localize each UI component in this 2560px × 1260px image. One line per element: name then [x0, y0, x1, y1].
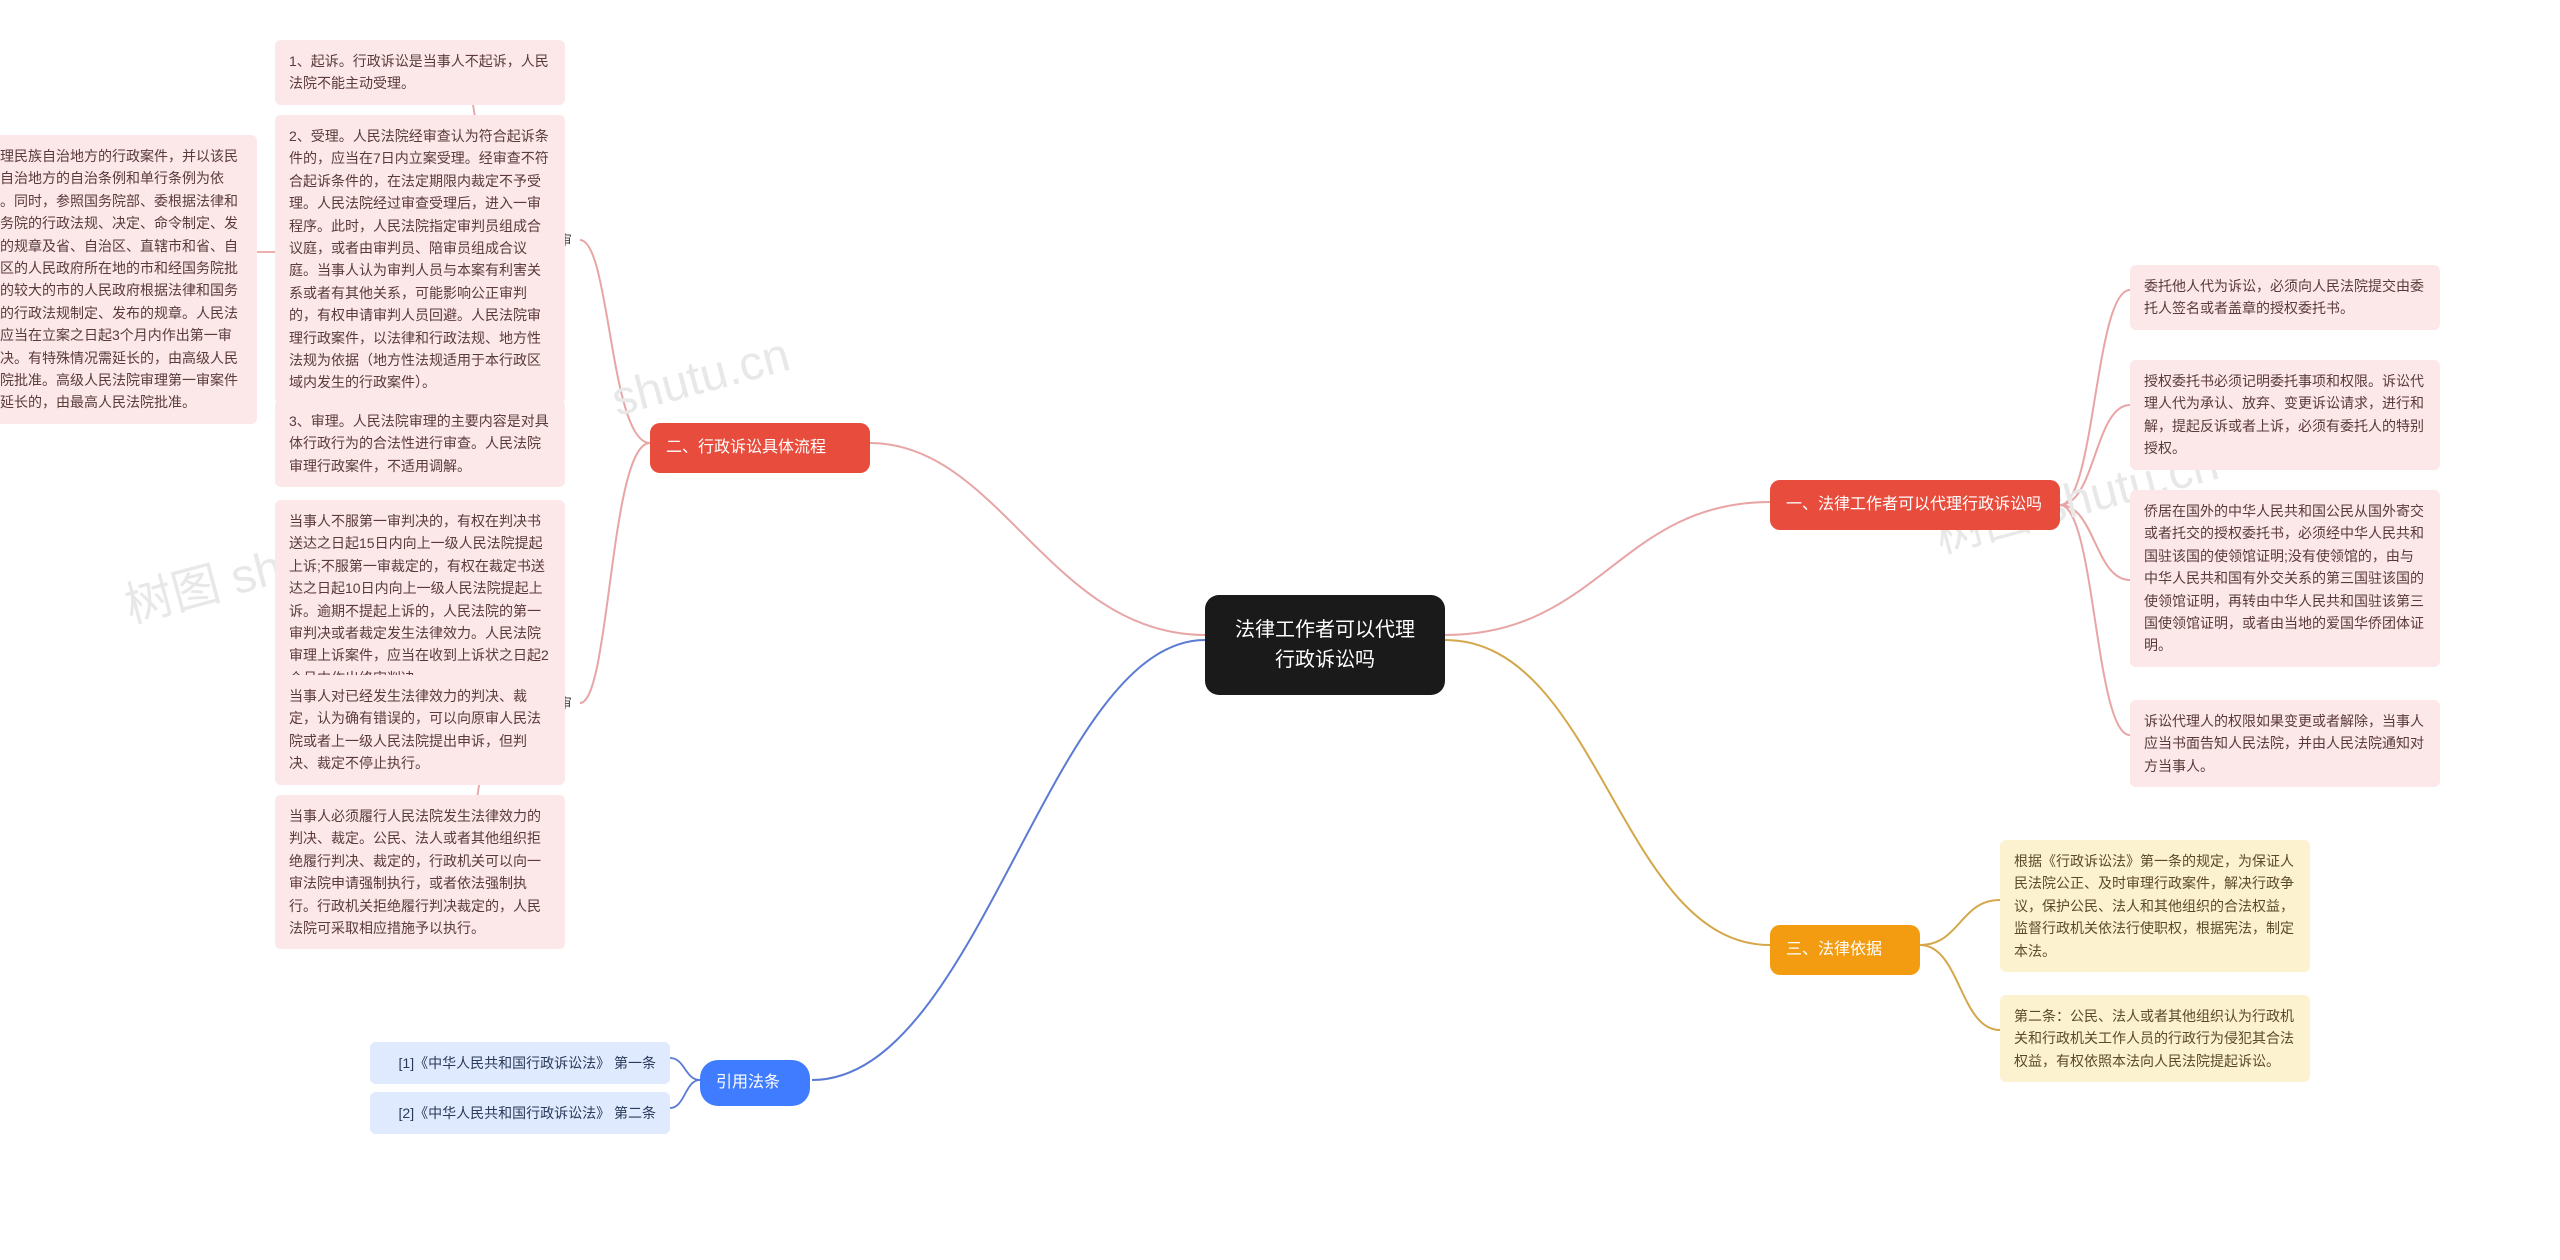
leaf-node: 当事人不服第一审判决的，有权在判决书送达之日起15日内向上一级人民法院提起上诉;… — [275, 500, 565, 699]
leaf-node: 当事人对已经发生法律效力的判决、裁定，认为确有错误的，可以向原审人民法院或者上一… — [275, 675, 565, 785]
branch-one[interactable]: 一、法律工作者可以代理行政诉讼吗 — [1770, 480, 2060, 530]
leaf-node: 当事人必须履行人民法院发生法律效力的判决、裁定。公民、法人或者其他组织拒绝履行判… — [275, 795, 565, 949]
leaf-node: [1]《中华人民共和国行政诉讼法》 第一条 — [370, 1042, 670, 1084]
side-note: 审理民族自治地方的行政案件，并以该民族自治地方的自治条例和单行条例为依据。同时，… — [0, 135, 257, 424]
leaf-node: 3、审理。人民法院审理的主要内容是对具体行政行为的合法性进行审查。人民法院审理行… — [275, 400, 565, 487]
root-node[interactable]: 法律工作者可以代理行政诉讼吗 — [1205, 595, 1445, 695]
leaf-node: 诉讼代理人的权限如果变更或者解除，当事人应当书面告知人民法院，并由人民法院通知对… — [2130, 700, 2440, 787]
branch-three[interactable]: 三、法律依据 — [1770, 925, 1920, 975]
branch-two[interactable]: 二、行政诉讼具体流程 — [650, 423, 870, 473]
leaf-node: 委托他人代为诉讼，必须向人民法院提交由委托人签名或者盖章的授权委托书。 — [2130, 265, 2440, 330]
leaf-node: 授权委托书必须记明委托事项和权限。诉讼代理人代为承认、放弃、变更诉讼请求，进行和… — [2130, 360, 2440, 470]
leaf-node: 侨居在国外的中华人民共和国公民从国外寄交或者托交的授权委托书，必须经中华人民共和… — [2130, 490, 2440, 667]
branch-references[interactable]: 引用法条 — [700, 1060, 810, 1106]
leaf-node: 第二条：公民、法人或者其他组织认为行政机关和行政机关工作人员的行政行为侵犯其合法… — [2000, 995, 2310, 1082]
watermark: shutu.cn — [606, 327, 796, 427]
leaf-node: 根据《行政诉讼法》第一条的规定，为保证人民法院公正、及时审理行政案件，解决行政争… — [2000, 840, 2310, 972]
leaf-node: 1、起诉。行政诉讼是当事人不起诉，人民法院不能主动受理。 — [275, 40, 565, 105]
leaf-node: [2]《中华人民共和国行政诉讼法》 第二条 — [370, 1092, 670, 1134]
leaf-node: 2、受理。人民法院经审查认为符合起诉条件的，应当在7日内立案受理。经审查不符合起… — [275, 115, 565, 404]
